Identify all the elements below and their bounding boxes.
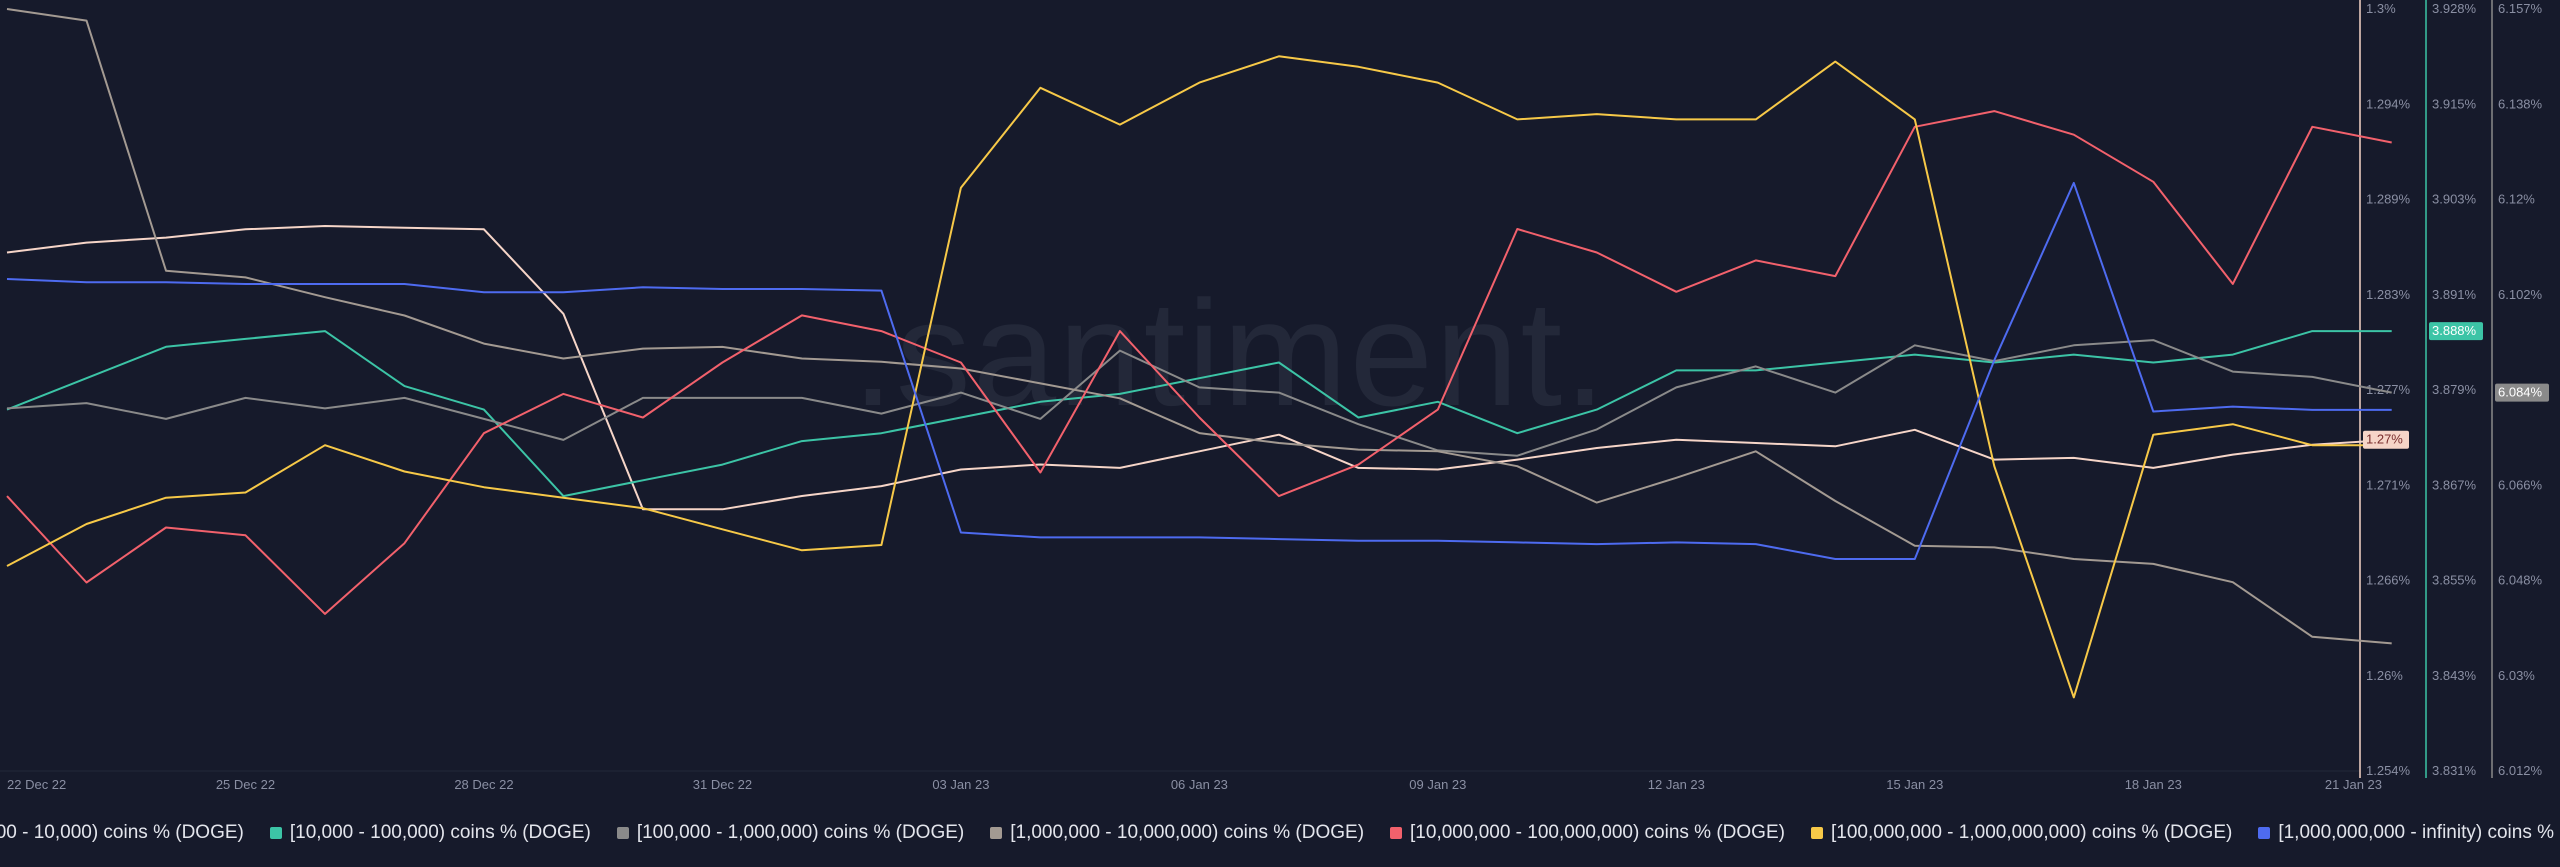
legend-label: [10,000 - 100,000) coins % (DOGE)	[289, 822, 591, 843]
y-tick-label-a3: 6.157%	[2498, 1, 2543, 16]
badge-bg	[2495, 383, 2549, 402]
x-tick-label: 06 Jan 23	[1171, 777, 1228, 792]
y-tick-label-a1: 1.26%	[2366, 668, 2403, 683]
x-tick-label: 22 Dec 22	[7, 777, 66, 792]
last-value-badge-a2: 3.888%	[2429, 322, 2483, 341]
series-line-1	[6, 225, 2392, 511]
y-tick-label-a1: 1.277%	[2366, 382, 2411, 397]
y-tick-label-a3: 6.138%	[2498, 96, 2543, 111]
legend-label: [10,000,000 - 100,000,000) coins % (DOGE…	[1410, 822, 1785, 843]
y-tick-label-a1: 1.289%	[2366, 192, 2411, 207]
series-line-7	[6, 181, 2392, 560]
y-tick-label-a2: 3.867%	[2432, 477, 2477, 492]
legend-swatch	[269, 827, 282, 839]
y-tick-label-a1: 1.283%	[2366, 287, 2411, 302]
series-line-5	[6, 110, 2392, 615]
x-tick-label: 21 Jan 23	[2325, 777, 2382, 792]
legend-label: [1,000,000,000 - infinity) coins % (DOGE…	[2278, 822, 2560, 843]
y-tick-label-a1: 1.254%	[2366, 763, 2411, 778]
y-tick-label-a3: 6.102%	[2498, 287, 2543, 302]
badge-bg	[2429, 322, 2483, 341]
legend-item[interactable]: [1,000 - 10,000) coins % (DOGE)	[0, 822, 244, 844]
series-line-6	[6, 55, 2392, 699]
x-tick-label: 12 Jan 23	[1648, 777, 1705, 792]
legend-item[interactable]: [1,000,000 - 10,000,000) coins % (DOGE)	[990, 822, 1364, 844]
x-tick-label: 15 Jan 23	[1886, 777, 1943, 792]
legend-item[interactable]: [100,000,000 - 1,000,000,000) coins % (D…	[1810, 822, 2233, 844]
x-tick-label: 09 Jan 23	[1409, 777, 1466, 792]
y-tick-label-a1: 1.294%	[2366, 96, 2411, 111]
badge-label: 3.888%	[2432, 323, 2477, 338]
y-tick-label-a2: 3.855%	[2432, 573, 2477, 588]
legend-label: [1,000,000 - 10,000,000) coins % (DOGE)	[1010, 822, 1365, 843]
legend: [1,000 - 10,000) coins % (DOGE) [10,000 -…	[0, 822, 2560, 848]
y-tick-label-a3: 6.066%	[2498, 477, 2543, 492]
legend-swatch	[2258, 827, 2271, 839]
y-tick-label-a2: 3.831%	[2432, 763, 2477, 778]
x-tick-label: 25 Dec 22	[216, 777, 275, 792]
y-tick-label-a2: 3.903%	[2432, 192, 2477, 207]
series-line-4	[6, 8, 2392, 645]
x-tick-label: 31 Dec 22	[693, 777, 752, 792]
last-value-badge-a3: 6.084%	[2495, 383, 2549, 402]
legend-label: [100,000,000 - 1,000,000,000) coins % (D…	[1830, 822, 2233, 843]
y-tick-label-a1: 1.266%	[2366, 573, 2411, 588]
y-tick-label-a3: 6.12%	[2498, 192, 2535, 207]
y-tick-label-a2: 3.915%	[2432, 96, 2477, 111]
legend-swatch	[990, 827, 1003, 839]
y-tick-label-a2: 3.879%	[2432, 382, 2477, 397]
y-tick-label-a1: 1.271%	[2366, 477, 2411, 492]
legend-swatch	[616, 827, 629, 839]
y-tick-label-a3: 6.03%	[2498, 668, 2535, 683]
y-tick-label-a3: 6.012%	[2498, 763, 2543, 778]
legend-item[interactable]: [10,000 - 100,000) coins % (DOGE)	[269, 822, 591, 844]
legend-item[interactable]: [10,000,000 - 100,000,000) coins % (DOGE…	[1390, 822, 1785, 844]
badge-label: 6.084%	[2498, 385, 2543, 400]
legend-item[interactable]: [100,000 - 1,000,000) coins % (DOGE)	[616, 822, 965, 844]
x-tick-label: 18 Jan 23	[2125, 777, 2182, 792]
legend-swatch	[1390, 827, 1403, 839]
y-tick-label-a1: 1.3%	[2366, 1, 2396, 16]
legend-item[interactable]: [1,000,000,000 - infinity) coins % (DOGE…	[2258, 822, 2560, 844]
x-tick-label: 03 Jan 23	[932, 777, 989, 792]
y-tick-label-a2: 3.843%	[2432, 668, 2477, 683]
legend-label: [1,000 - 10,000) coins % (DOGE)	[0, 822, 244, 843]
badge-label: 1.27%	[2366, 432, 2403, 447]
x-tick-label: 28 Dec 22	[454, 777, 513, 792]
y-tick-label-a2: 3.891%	[2432, 287, 2477, 302]
badge-bg	[2363, 430, 2409, 449]
legend-items: [1,000 - 10,000) coins % (DOGE) [10,000 -…	[0, 822, 2560, 844]
last-value-badge-a1: 1.27%	[2363, 430, 2409, 449]
y-tick-label-a2: 3.928%	[2432, 1, 2477, 16]
watermark-text: .santiment.	[852, 269, 1608, 437]
legend-swatch	[1810, 827, 1823, 839]
legend-label: [100,000 - 1,000,000) coins % (DOGE)	[636, 822, 965, 843]
y-tick-label-a3: 6.048%	[2498, 573, 2543, 588]
